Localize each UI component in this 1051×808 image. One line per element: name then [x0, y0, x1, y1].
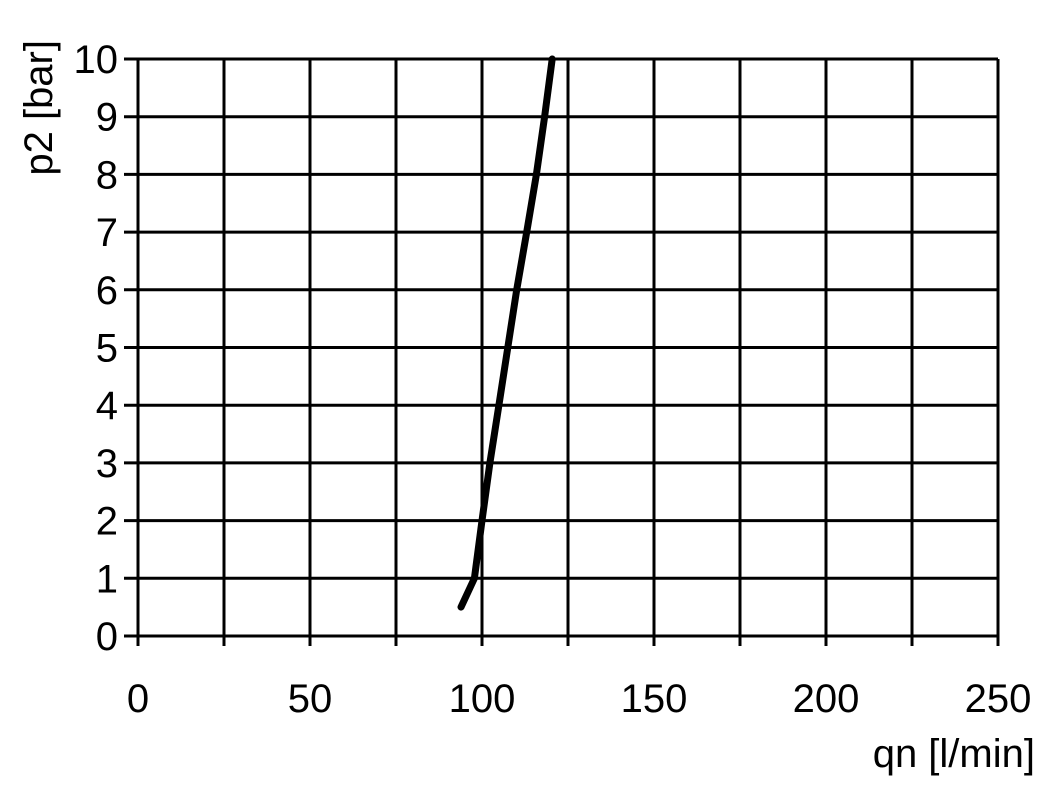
y-axis-label: p2 [bar]	[17, 40, 61, 176]
y-tick-label: 1	[96, 557, 118, 601]
y-tick-label: 8	[96, 153, 118, 197]
series-line	[457, 55, 556, 611]
grid	[124, 57, 1000, 646]
x-axis-label: qn [l/min]	[873, 732, 1035, 776]
y-tick-label: 9	[96, 96, 118, 140]
x-tick-label: 100	[449, 677, 516, 721]
y-tick-label: 0	[96, 615, 118, 659]
y-tick-label: 3	[96, 442, 118, 486]
y-tick-label: 10	[74, 38, 119, 82]
x-tick-label: 250	[965, 677, 1032, 721]
x-tick-label: 50	[288, 677, 333, 721]
x-tick-label: 0	[127, 677, 149, 721]
y-tick-label: 5	[96, 327, 118, 371]
y-tick-label: 6	[96, 269, 118, 313]
y-tick-label: 7	[96, 211, 118, 255]
x-tick-label: 150	[621, 677, 688, 721]
tick-labels: 0 50 100 150 200 250 0 1 2 3 4 5 6 7 8 9 10	[74, 38, 1032, 721]
y-tick-label: 2	[96, 500, 118, 544]
x-tick-label: 200	[793, 677, 860, 721]
y-tick-label: 4	[96, 384, 118, 428]
series	[457, 55, 556, 611]
